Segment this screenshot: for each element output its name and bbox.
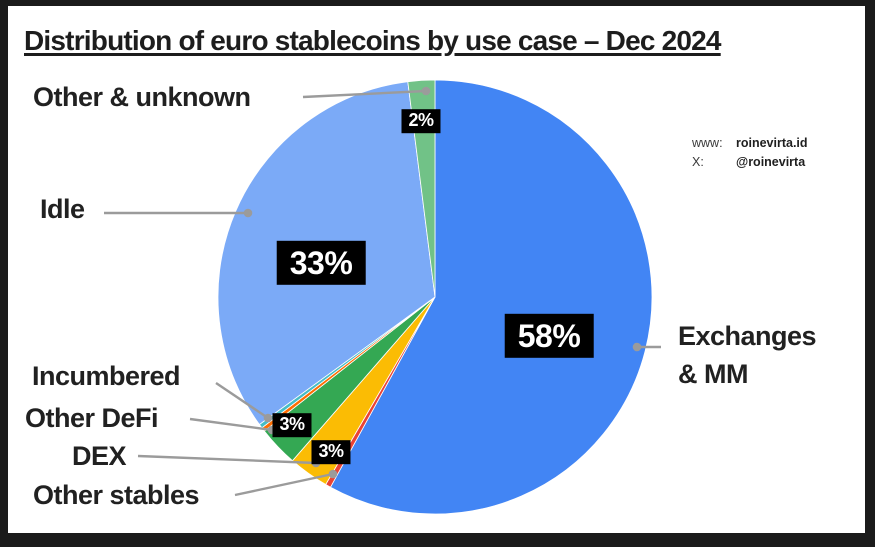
slice-label-other-defi: Other DeFi xyxy=(25,403,159,433)
watermark-www-label: www: xyxy=(692,136,723,150)
leader-dot-other-unknown xyxy=(421,86,431,96)
leader-line-incumbered xyxy=(215,382,269,419)
slice-label-idle: Idle xyxy=(40,194,85,224)
percent-chip-other-unknown: 2% xyxy=(401,109,441,133)
percent-chip-other-defi: 3% xyxy=(272,413,312,437)
watermark-www-value: roinevirta.id xyxy=(736,136,808,150)
leader-line-other-unknown xyxy=(302,89,427,99)
watermark-x-value: @roinevirta xyxy=(736,155,806,170)
pie-slice-other-unknown xyxy=(407,79,436,298)
percent-chip-idle: 33% xyxy=(276,240,366,286)
leader-dot-other-stables xyxy=(328,469,338,479)
slice-label-dex: DEX xyxy=(72,441,127,471)
percent-chip-dex: 3% xyxy=(311,440,351,464)
leader-dot-incumbered xyxy=(263,413,273,423)
percent-chip-exchanges-mm: 58% xyxy=(504,313,594,359)
slice-label-exchanges-mm: Exchanges & MM xyxy=(678,321,817,389)
watermark-x-label: X: xyxy=(692,155,704,170)
leader-dot-idle xyxy=(243,208,253,218)
leader-dot-exchanges-mm xyxy=(632,342,642,352)
leader-line-other-stables xyxy=(234,472,334,497)
chart-title: Distribution of euro stablecoins by use … xyxy=(24,25,722,56)
watermark: www: roinevirta.id X: @roinevirta xyxy=(692,136,808,170)
slice-label-other-unknown: Other & unknown xyxy=(33,82,251,112)
leader-line-dex xyxy=(137,454,317,465)
slice-label-incumbered: Incumbered xyxy=(32,361,181,391)
slice-label-other-stables: Other stables xyxy=(33,480,200,510)
pie-slice-exchanges-mm xyxy=(329,79,653,515)
leader-line-other-defi xyxy=(189,417,273,432)
